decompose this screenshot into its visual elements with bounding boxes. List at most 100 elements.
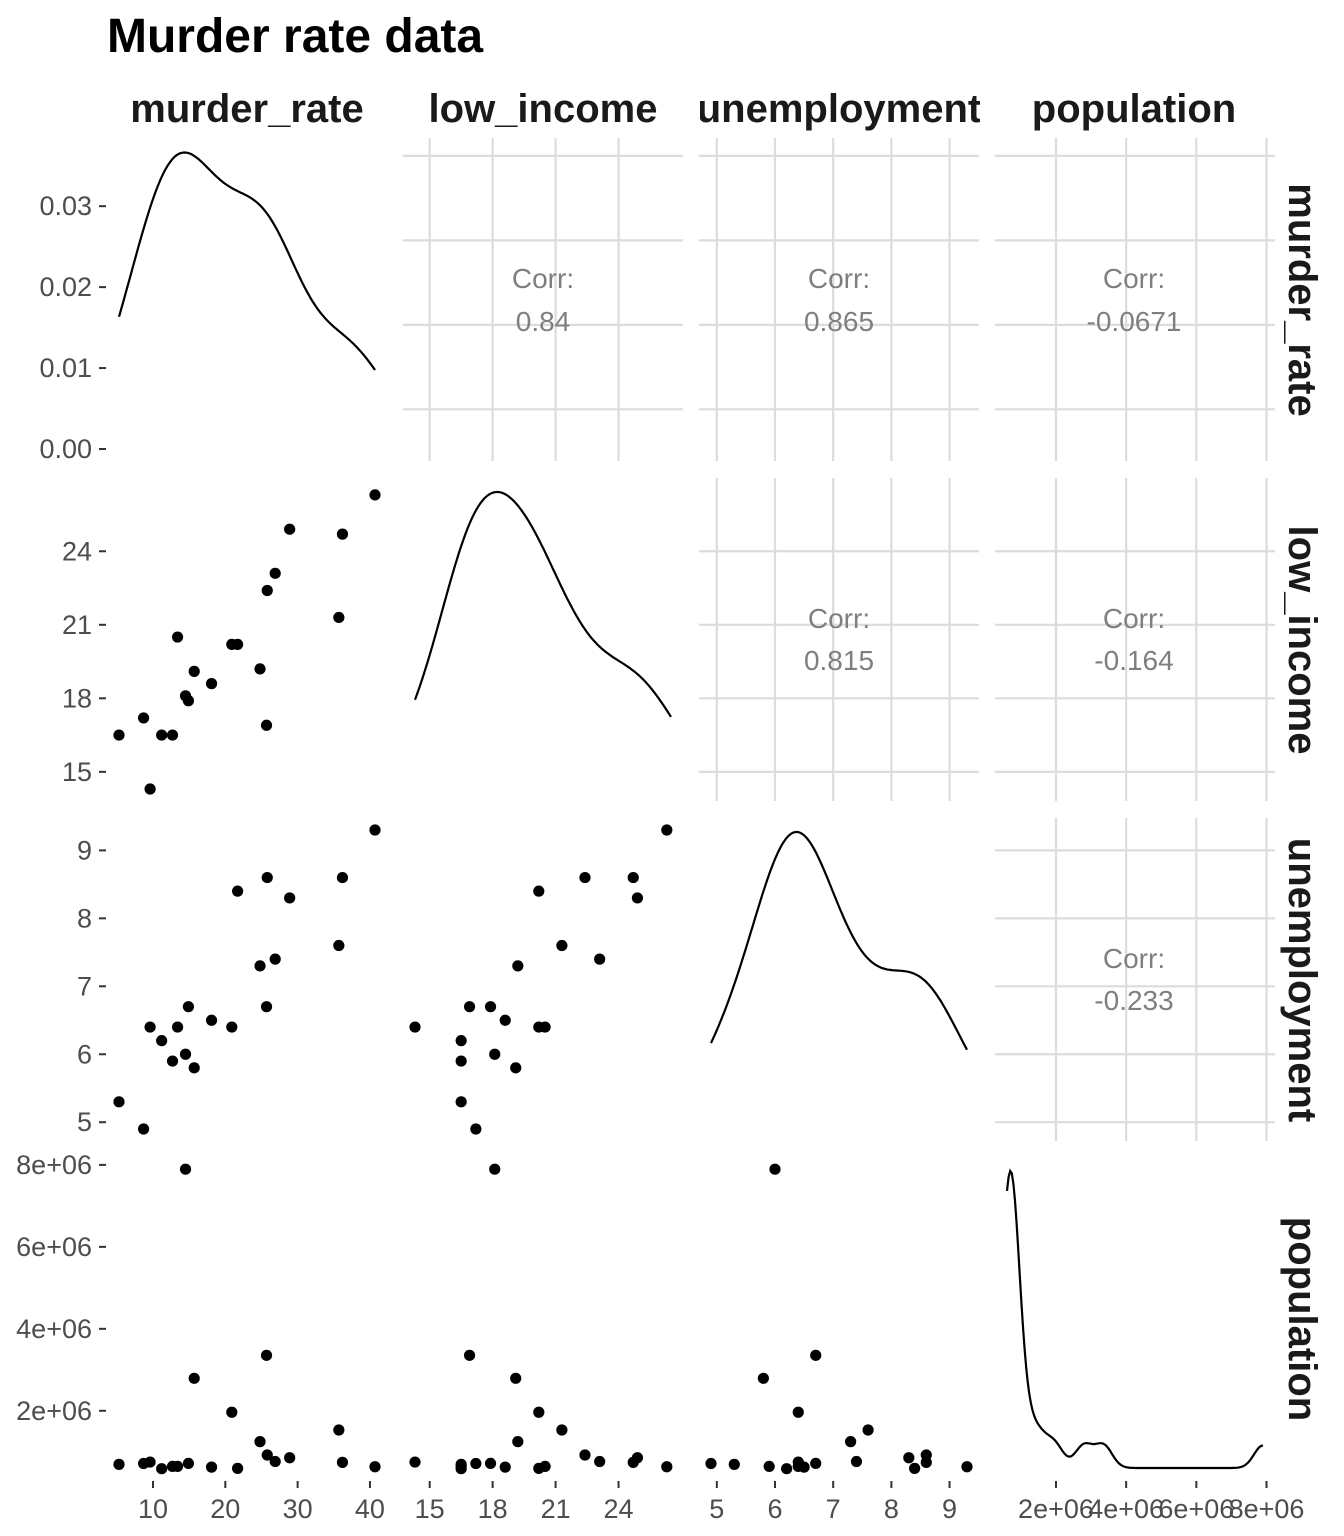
panel-background bbox=[403, 1157, 683, 1480]
scatter-point bbox=[499, 1014, 511, 1026]
scatter-point bbox=[205, 1461, 218, 1473]
scatter-point bbox=[260, 1349, 273, 1361]
x-tick-label-unemployment: 9 bbox=[942, 1494, 957, 1524]
scatter-point bbox=[845, 1436, 857, 1448]
scatter-point bbox=[179, 1048, 192, 1060]
y-tick-label-population: 4e+06 bbox=[16, 1314, 92, 1344]
x-tick-label-murder-rate: 40 bbox=[355, 1494, 385, 1524]
x-tick-label-population: 4e+06 bbox=[1088, 1494, 1164, 1524]
grid-layer bbox=[107, 138, 1275, 1480]
corr-label-low-income-population: Corr: bbox=[1103, 603, 1165, 634]
scatter-point bbox=[156, 1463, 168, 1475]
corr-value-murder-low-income: 0.84 bbox=[516, 306, 571, 337]
scatter-point bbox=[182, 695, 195, 707]
scatter-point bbox=[920, 1449, 932, 1461]
scatter-point bbox=[269, 1455, 281, 1468]
scatter-point bbox=[144, 1021, 156, 1033]
scatter-point bbox=[862, 1424, 874, 1436]
scatter-point bbox=[166, 1460, 179, 1473]
y-tick-label-unemployment: 8 bbox=[77, 903, 92, 933]
scatter-point bbox=[810, 1349, 822, 1361]
y-tick-label-low-income: 21 bbox=[62, 610, 92, 640]
x-tick-label-low-income: 15 bbox=[415, 1494, 445, 1524]
corr-label-murder-low-income: Corr: bbox=[512, 263, 574, 294]
scatter-point bbox=[144, 783, 156, 795]
strip-right-murder-rate: murder_rate bbox=[1280, 183, 1324, 416]
scatter-point bbox=[254, 960, 266, 972]
corr-value-low-income-population: -0.164 bbox=[1094, 645, 1173, 676]
scatter-point bbox=[961, 1461, 973, 1473]
x-tick-label-low-income: 18 bbox=[478, 1494, 508, 1524]
scatter-point bbox=[188, 1372, 200, 1384]
x-tick-label-murder-rate: 10 bbox=[138, 1494, 168, 1524]
scatter-point bbox=[512, 1436, 524, 1448]
scatter-point bbox=[455, 1096, 467, 1108]
scatter-point bbox=[269, 567, 281, 579]
scatter-point bbox=[171, 1021, 184, 1033]
scatter-point bbox=[798, 1461, 810, 1473]
scatter-point bbox=[156, 729, 168, 741]
scatter-point bbox=[484, 1001, 497, 1013]
scatter-point bbox=[261, 1449, 273, 1461]
scatter-point bbox=[510, 1062, 522, 1074]
scatter-point bbox=[463, 1001, 476, 1013]
density-curves bbox=[117, 151, 1264, 1470]
x-tick-label-murder-rate: 30 bbox=[283, 1494, 313, 1524]
x-tick-label-low-income: 24 bbox=[604, 1494, 634, 1524]
y-tick-label-unemployment: 5 bbox=[77, 1107, 92, 1137]
scatter-point bbox=[333, 611, 345, 624]
scatter-point bbox=[850, 1455, 863, 1468]
scatter-point bbox=[144, 1456, 156, 1468]
panel-background bbox=[107, 138, 387, 461]
scatter-point bbox=[113, 729, 125, 741]
scatter-point bbox=[909, 1462, 921, 1474]
y-tick-label-unemployment: 9 bbox=[77, 835, 92, 865]
x-tick-label-unemployment: 6 bbox=[767, 1494, 782, 1524]
panel-background bbox=[107, 478, 387, 801]
scatter-point bbox=[231, 638, 244, 651]
corr-label-low-income-unemployment: Corr: bbox=[808, 603, 870, 634]
panel-background bbox=[995, 1157, 1275, 1480]
y-tick-label-population: 6e+06 bbox=[16, 1232, 92, 1262]
chart-title: Murder rate data bbox=[107, 10, 483, 63]
scatter-point bbox=[254, 663, 266, 675]
strip-right-unemployment: unemployment bbox=[1280, 838, 1324, 1122]
strip-right-population: population bbox=[1280, 1217, 1324, 1421]
scatter-point bbox=[188, 665, 200, 677]
scatter-point bbox=[188, 1062, 200, 1074]
x-tick-label-unemployment: 8 bbox=[884, 1494, 899, 1524]
scatter-point bbox=[627, 871, 639, 884]
scatter-point bbox=[455, 1035, 467, 1047]
scatter-point bbox=[261, 584, 273, 597]
scatter-point bbox=[231, 885, 244, 897]
density-curve-low-income bbox=[413, 490, 672, 718]
scatter-point bbox=[631, 892, 644, 904]
scatter-point bbox=[594, 953, 606, 965]
y-tick-label-density: 0.00 bbox=[39, 434, 92, 464]
scatter-point bbox=[369, 489, 381, 501]
scatter-point bbox=[499, 1461, 511, 1473]
scatter-point bbox=[137, 1123, 150, 1135]
x-tick-label-population: 8e+06 bbox=[1229, 1494, 1305, 1524]
scatter-point bbox=[336, 1456, 349, 1468]
scatter-point bbox=[484, 1457, 497, 1470]
scatter-point bbox=[261, 871, 273, 884]
scatter-point bbox=[489, 1163, 501, 1175]
panel-background bbox=[403, 478, 683, 801]
strip-top-unemployment: unemployment bbox=[697, 87, 981, 131]
scatter-point bbox=[254, 1436, 266, 1448]
corr-label-murder-population: Corr: bbox=[1103, 263, 1165, 294]
x-tick-label-unemployment: 5 bbox=[709, 1494, 724, 1524]
strip-top-murder-rate: murder_rate bbox=[130, 87, 363, 131]
scatter-point bbox=[166, 729, 179, 741]
y-tick-label-density: 0.02 bbox=[39, 272, 92, 302]
density-curve-murder-rate bbox=[117, 151, 376, 371]
scatter-points bbox=[113, 489, 973, 1475]
scatter-point bbox=[533, 1021, 545, 1033]
scatter-point bbox=[533, 1406, 545, 1418]
scatter-point bbox=[166, 1055, 179, 1067]
scatter-point bbox=[284, 892, 296, 904]
corr-label-unemployment-population: Corr: bbox=[1103, 943, 1165, 974]
strip-right-low-income: low_income bbox=[1280, 526, 1324, 755]
